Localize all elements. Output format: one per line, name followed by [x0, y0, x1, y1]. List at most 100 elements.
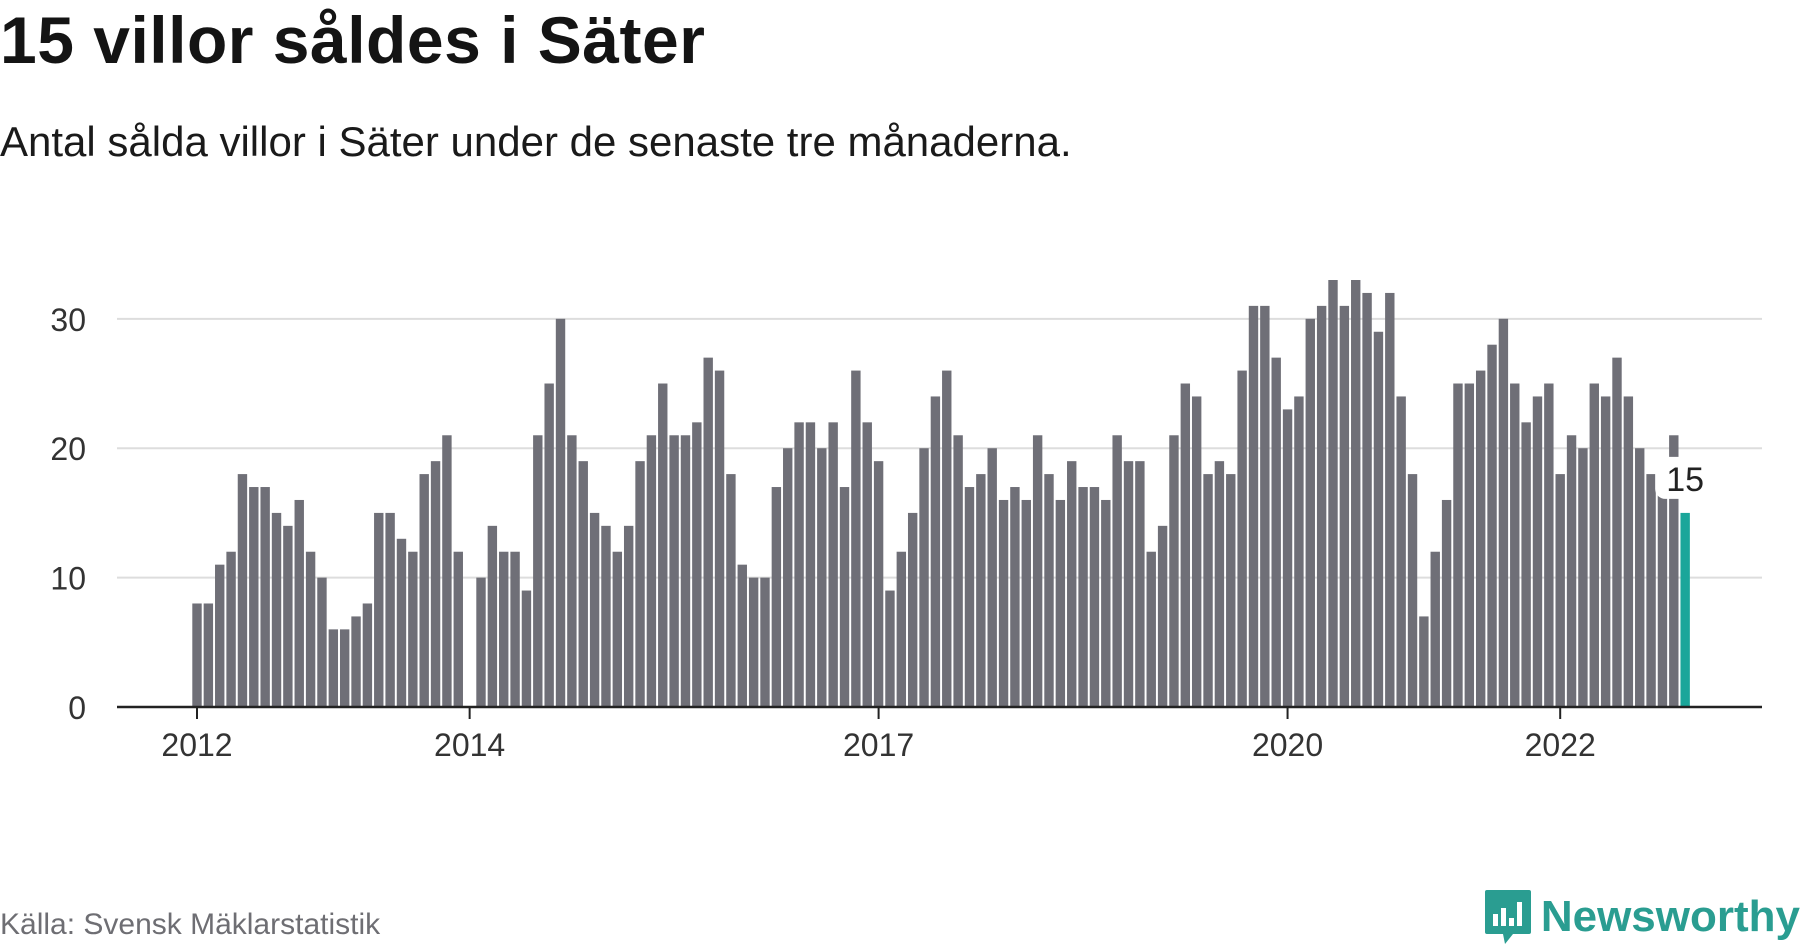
- bar: [817, 448, 827, 707]
- bar: [362, 603, 373, 707]
- bar: [942, 370, 952, 707]
- bar: [1067, 461, 1077, 707]
- bar: [1373, 331, 1384, 707]
- bar: [1396, 396, 1406, 707]
- bar: [1657, 461, 1668, 707]
- bar: [1600, 396, 1611, 707]
- y-tick-label: 10: [50, 561, 86, 597]
- y-tick-label: 30: [50, 302, 86, 338]
- highlight-value-label: 15: [1666, 461, 1704, 499]
- bar: [1339, 305, 1350, 707]
- bar: [499, 551, 509, 707]
- bar: [953, 435, 963, 707]
- y-axis-tick-labels: 0 10 20 30: [50, 302, 86, 726]
- bar: [203, 603, 214, 707]
- bar: [839, 487, 850, 707]
- bar: [1157, 525, 1168, 707]
- bar: [1385, 292, 1395, 707]
- bar: [1669, 435, 1679, 707]
- bar: [305, 551, 316, 707]
- bar: [1078, 487, 1088, 707]
- bar: [862, 422, 872, 707]
- bar: [408, 551, 418, 707]
- bar: [1328, 280, 1338, 707]
- bar: [851, 370, 861, 707]
- newsworthy-logo-icon: [1484, 890, 1531, 944]
- bar: [555, 318, 566, 707]
- bar: [351, 616, 361, 707]
- bar: [237, 474, 248, 707]
- x-axis-ticks: 2012 2014 2017 2020 2022: [161, 707, 1596, 763]
- bar: [1544, 383, 1554, 707]
- bar: [317, 577, 327, 707]
- bar: [1521, 422, 1531, 707]
- bar: [658, 383, 668, 707]
- bar: [1532, 396, 1543, 707]
- bar-highlight: [1680, 512, 1690, 707]
- bar: [635, 461, 645, 707]
- bar: [1032, 435, 1043, 707]
- bar: [260, 487, 270, 707]
- bar: [1271, 357, 1281, 707]
- bar: [1055, 499, 1066, 707]
- bar: [680, 435, 691, 707]
- bar: [567, 435, 577, 707]
- bar: [692, 422, 702, 707]
- bar: [1464, 383, 1475, 707]
- bar: [1646, 474, 1656, 707]
- bar: [771, 487, 782, 707]
- bar: [646, 435, 657, 707]
- bar: [783, 448, 793, 707]
- bar: [1226, 474, 1236, 707]
- bar: [226, 551, 236, 707]
- bar: [1407, 474, 1418, 707]
- bar: [1566, 435, 1577, 707]
- bar: [430, 461, 441, 707]
- bar: [1475, 370, 1486, 707]
- y-tick-label: 20: [50, 431, 86, 467]
- bar: [1294, 396, 1304, 707]
- bar: [294, 499, 304, 707]
- bar: [930, 396, 941, 707]
- chart-subtitle: Antal sålda villor i Säter under de sena…: [0, 118, 1072, 165]
- bar: [805, 422, 816, 707]
- bar: [1419, 616, 1429, 707]
- bar: [1441, 499, 1452, 707]
- bar: [1487, 344, 1497, 707]
- bar: [1146, 551, 1156, 707]
- bar: [192, 603, 202, 707]
- bar: [249, 487, 259, 707]
- bar: [385, 512, 395, 707]
- bar: [1555, 474, 1565, 707]
- bar: [533, 435, 543, 707]
- bar: [1510, 383, 1520, 707]
- x-tick-label: 2017: [843, 727, 914, 763]
- bar: [476, 577, 486, 707]
- bar: [1305, 318, 1315, 707]
- bar: [1214, 461, 1225, 707]
- bar: [1123, 461, 1134, 707]
- highlight-label-group: 15: [1655, 456, 1714, 499]
- bar: [1498, 318, 1509, 707]
- bar: [1612, 357, 1622, 707]
- bar: [1623, 396, 1634, 707]
- chart-title: 15 villor såldes i Säter: [0, 3, 706, 77]
- bar: [873, 461, 884, 707]
- bar: [339, 629, 350, 707]
- bar: [601, 525, 611, 707]
- bar: [442, 435, 452, 707]
- bar: [726, 474, 736, 707]
- bar: [987, 448, 997, 707]
- bar: [544, 383, 554, 707]
- bar: [907, 512, 918, 707]
- bar: [521, 590, 532, 707]
- bar: [1362, 292, 1372, 707]
- x-tick-label: 2012: [161, 727, 232, 763]
- bar: [1021, 499, 1031, 707]
- bar: [1203, 474, 1213, 707]
- brand-logo: Newsworthy: [1483, 888, 1800, 946]
- bar: [612, 551, 623, 707]
- bar: [1237, 370, 1247, 707]
- bar: [1010, 487, 1020, 707]
- bar-chart: 0 10 20 30 2012 2014 2017 2020 2022 15: [50, 280, 1762, 763]
